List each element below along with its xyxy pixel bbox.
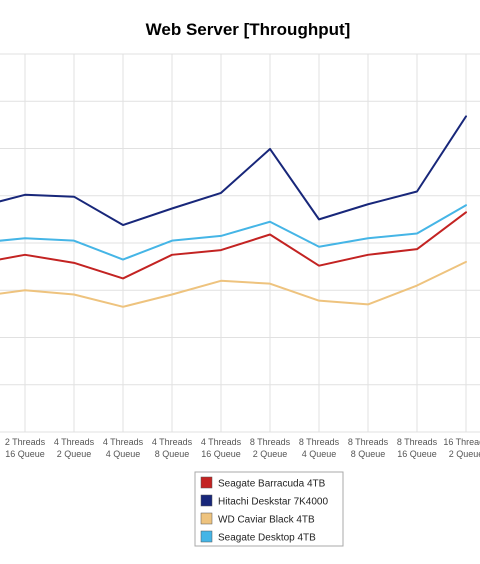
legend-label: Hitachi Deskstar 7K4000 — [218, 497, 328, 508]
legend-label: WD Caviar Black 4TB — [218, 515, 315, 526]
x-tick-label-line-1: 8 Threads — [348, 437, 389, 447]
x-tick-label: 4 Threads 4 Queue — [103, 437, 144, 459]
x-tick-label-line-1: 8 Threads — [250, 437, 291, 447]
x-tick-label-line-2: 2 Queue — [449, 449, 480, 459]
x-tick-label-line-1: 8 Threads — [299, 437, 340, 447]
legend-swatch — [200, 494, 213, 507]
x-tick-label-line-2: 4 Queue — [106, 449, 141, 459]
x-tick-label-line-1: 16 Threads — [443, 437, 480, 447]
x-tick-label: 8 Threads 16 Queue — [397, 437, 438, 459]
x-tick-label: 8 Threads 8 Queue — [348, 437, 389, 459]
x-tick-label-line-2: 16 Queue — [201, 449, 241, 459]
x-tick-label-line-1: 2 Threads — [5, 437, 46, 447]
legend-swatch — [200, 476, 213, 489]
x-tick-label: 4 Threads 8 Queue — [152, 437, 193, 459]
x-tick-label: 16 Threads 2 Queue — [443, 437, 480, 459]
x-tick-label-line-2: 8 Queue — [155, 449, 190, 459]
x-tick-label: 2 Threads 16 Queue — [5, 437, 46, 459]
x-tick-label: 4 Threads 2 Queue — [54, 437, 95, 459]
x-tick-label-line-1: 4 Threads — [103, 437, 144, 447]
x-tick-label: 8 Threads 4 Queue — [299, 437, 340, 459]
grid — [0, 53, 480, 433]
x-tick-label-line-1: 4 Threads — [152, 437, 193, 447]
x-tick-label-line-2: 4 Queue — [302, 449, 337, 459]
legend-swatch — [200, 530, 213, 543]
x-tick-label-line-2: 2 Queue — [253, 449, 288, 459]
series-line-1 — [0, 211, 467, 280]
x-tick-label: 8 Threads 2 Queue — [250, 437, 291, 459]
x-tick-label-line-2: 16 Queue — [397, 449, 437, 459]
x-tick-label-line-1: 4 Threads — [54, 437, 95, 447]
x-tick-label-line-2: 2 Queue — [57, 449, 92, 459]
legend-label: Seagate Desktop 4TB — [218, 533, 316, 544]
series-line-3 — [0, 260, 467, 308]
x-tick-label: 4 Threads 16 Queue — [201, 437, 242, 459]
legend-label: Seagate Barracuda 4TB — [218, 479, 326, 490]
x-tick-label-line-1: 8 Threads — [397, 437, 438, 447]
series-line-2 — [0, 115, 467, 227]
x-tick-label-line-2: 8 Queue — [351, 449, 386, 459]
legend-swatch — [200, 512, 213, 525]
series-line-4 — [0, 204, 467, 261]
x-tick-label-line-2: 16 Queue — [5, 449, 45, 459]
x-tick-label-line-1: 4 Threads — [201, 437, 242, 447]
series-lines — [0, 115, 467, 308]
legend: Seagate Barracuda 4TB Hitachi Deskstar 7K… — [194, 471, 344, 547]
chart-title: Web Server [Throughput] — [146, 20, 351, 39]
legend-box — [194, 471, 344, 547]
